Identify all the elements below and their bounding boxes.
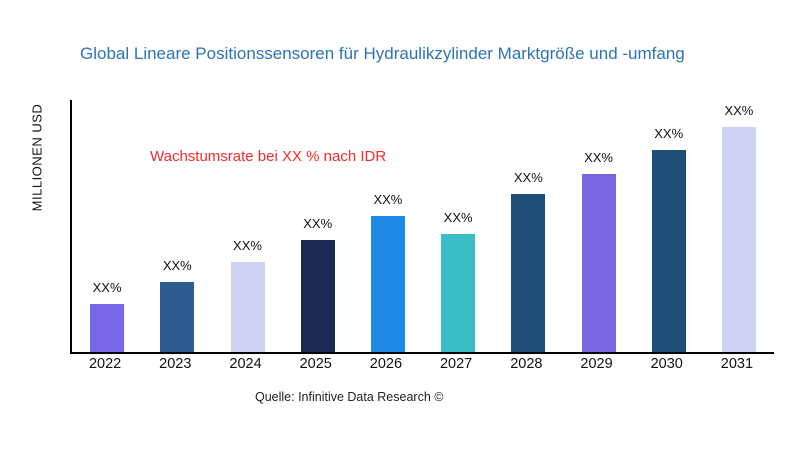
- bar-value-label: XX%: [92, 280, 122, 295]
- bar-column: XX%: [353, 100, 423, 352]
- chart-title: Global Lineare Positionssensoren für Hyd…: [80, 44, 685, 63]
- growth-rate-annotation: Wachstumsrate bei XX % nach IDR: [150, 148, 387, 165]
- bar: [511, 194, 546, 352]
- bar-value-label: XX%: [584, 150, 613, 165]
- x-axis-tick-label: 2025: [299, 356, 332, 372]
- bar: [651, 150, 686, 352]
- bar: [160, 282, 195, 352]
- x-axis-tick-label: 2027: [439, 356, 473, 372]
- bar-column: XX%: [72, 100, 142, 352]
- bar: [441, 234, 476, 352]
- x-axis-tick-label: 2024: [229, 356, 262, 372]
- bar-value-label: XX%: [233, 238, 262, 253]
- bar: [90, 304, 125, 352]
- x-axis-tick-label: 2026: [369, 356, 403, 372]
- x-axis-tick-label: 2029: [580, 356, 613, 372]
- bar-column: XX%: [283, 100, 353, 352]
- bar: [300, 240, 335, 352]
- bar-value-label: XX%: [373, 192, 403, 207]
- bar-column: XX%: [142, 100, 212, 352]
- x-axis-tick-label: 2023: [159, 356, 192, 372]
- x-axis-tick-label: 2022: [88, 356, 122, 372]
- x-axis-tick-label: 2030: [650, 356, 683, 372]
- bar: [721, 127, 756, 352]
- bar-value-label: XX%: [303, 216, 333, 231]
- bar-value-label: XX%: [654, 126, 684, 141]
- bar-column: XX%: [704, 100, 774, 352]
- x-axis-tick-label: 2031: [720, 356, 754, 372]
- bar-value-label: XX%: [443, 210, 473, 225]
- x-axis-tick-labels: 2022 2023 2024 2025 2026 2027 2028 2029 2030 2031: [70, 356, 772, 372]
- bar-column: XX%: [423, 100, 493, 352]
- plot-area: XX% XX% XX% XX% XX% XX% XX% XX% XX% XX%: [70, 100, 774, 354]
- x-axis-tick-label: 2028: [510, 356, 543, 372]
- y-axis-label: MILLIONEN USD: [29, 103, 45, 212]
- source-caption: Quelle: Infinitive Data Research ©: [255, 390, 444, 404]
- bar-column: XX%: [212, 100, 282, 352]
- bar-value-label: XX%: [724, 103, 754, 118]
- bar-column: XX%: [634, 100, 704, 352]
- bar: [581, 174, 616, 352]
- bar: [370, 216, 405, 352]
- bar-value-label: XX%: [162, 258, 192, 273]
- bar-column: XX%: [493, 100, 563, 352]
- bar-value-label: XX%: [513, 170, 543, 185]
- bar-column: XX%: [563, 100, 633, 352]
- bar: [230, 262, 265, 352]
